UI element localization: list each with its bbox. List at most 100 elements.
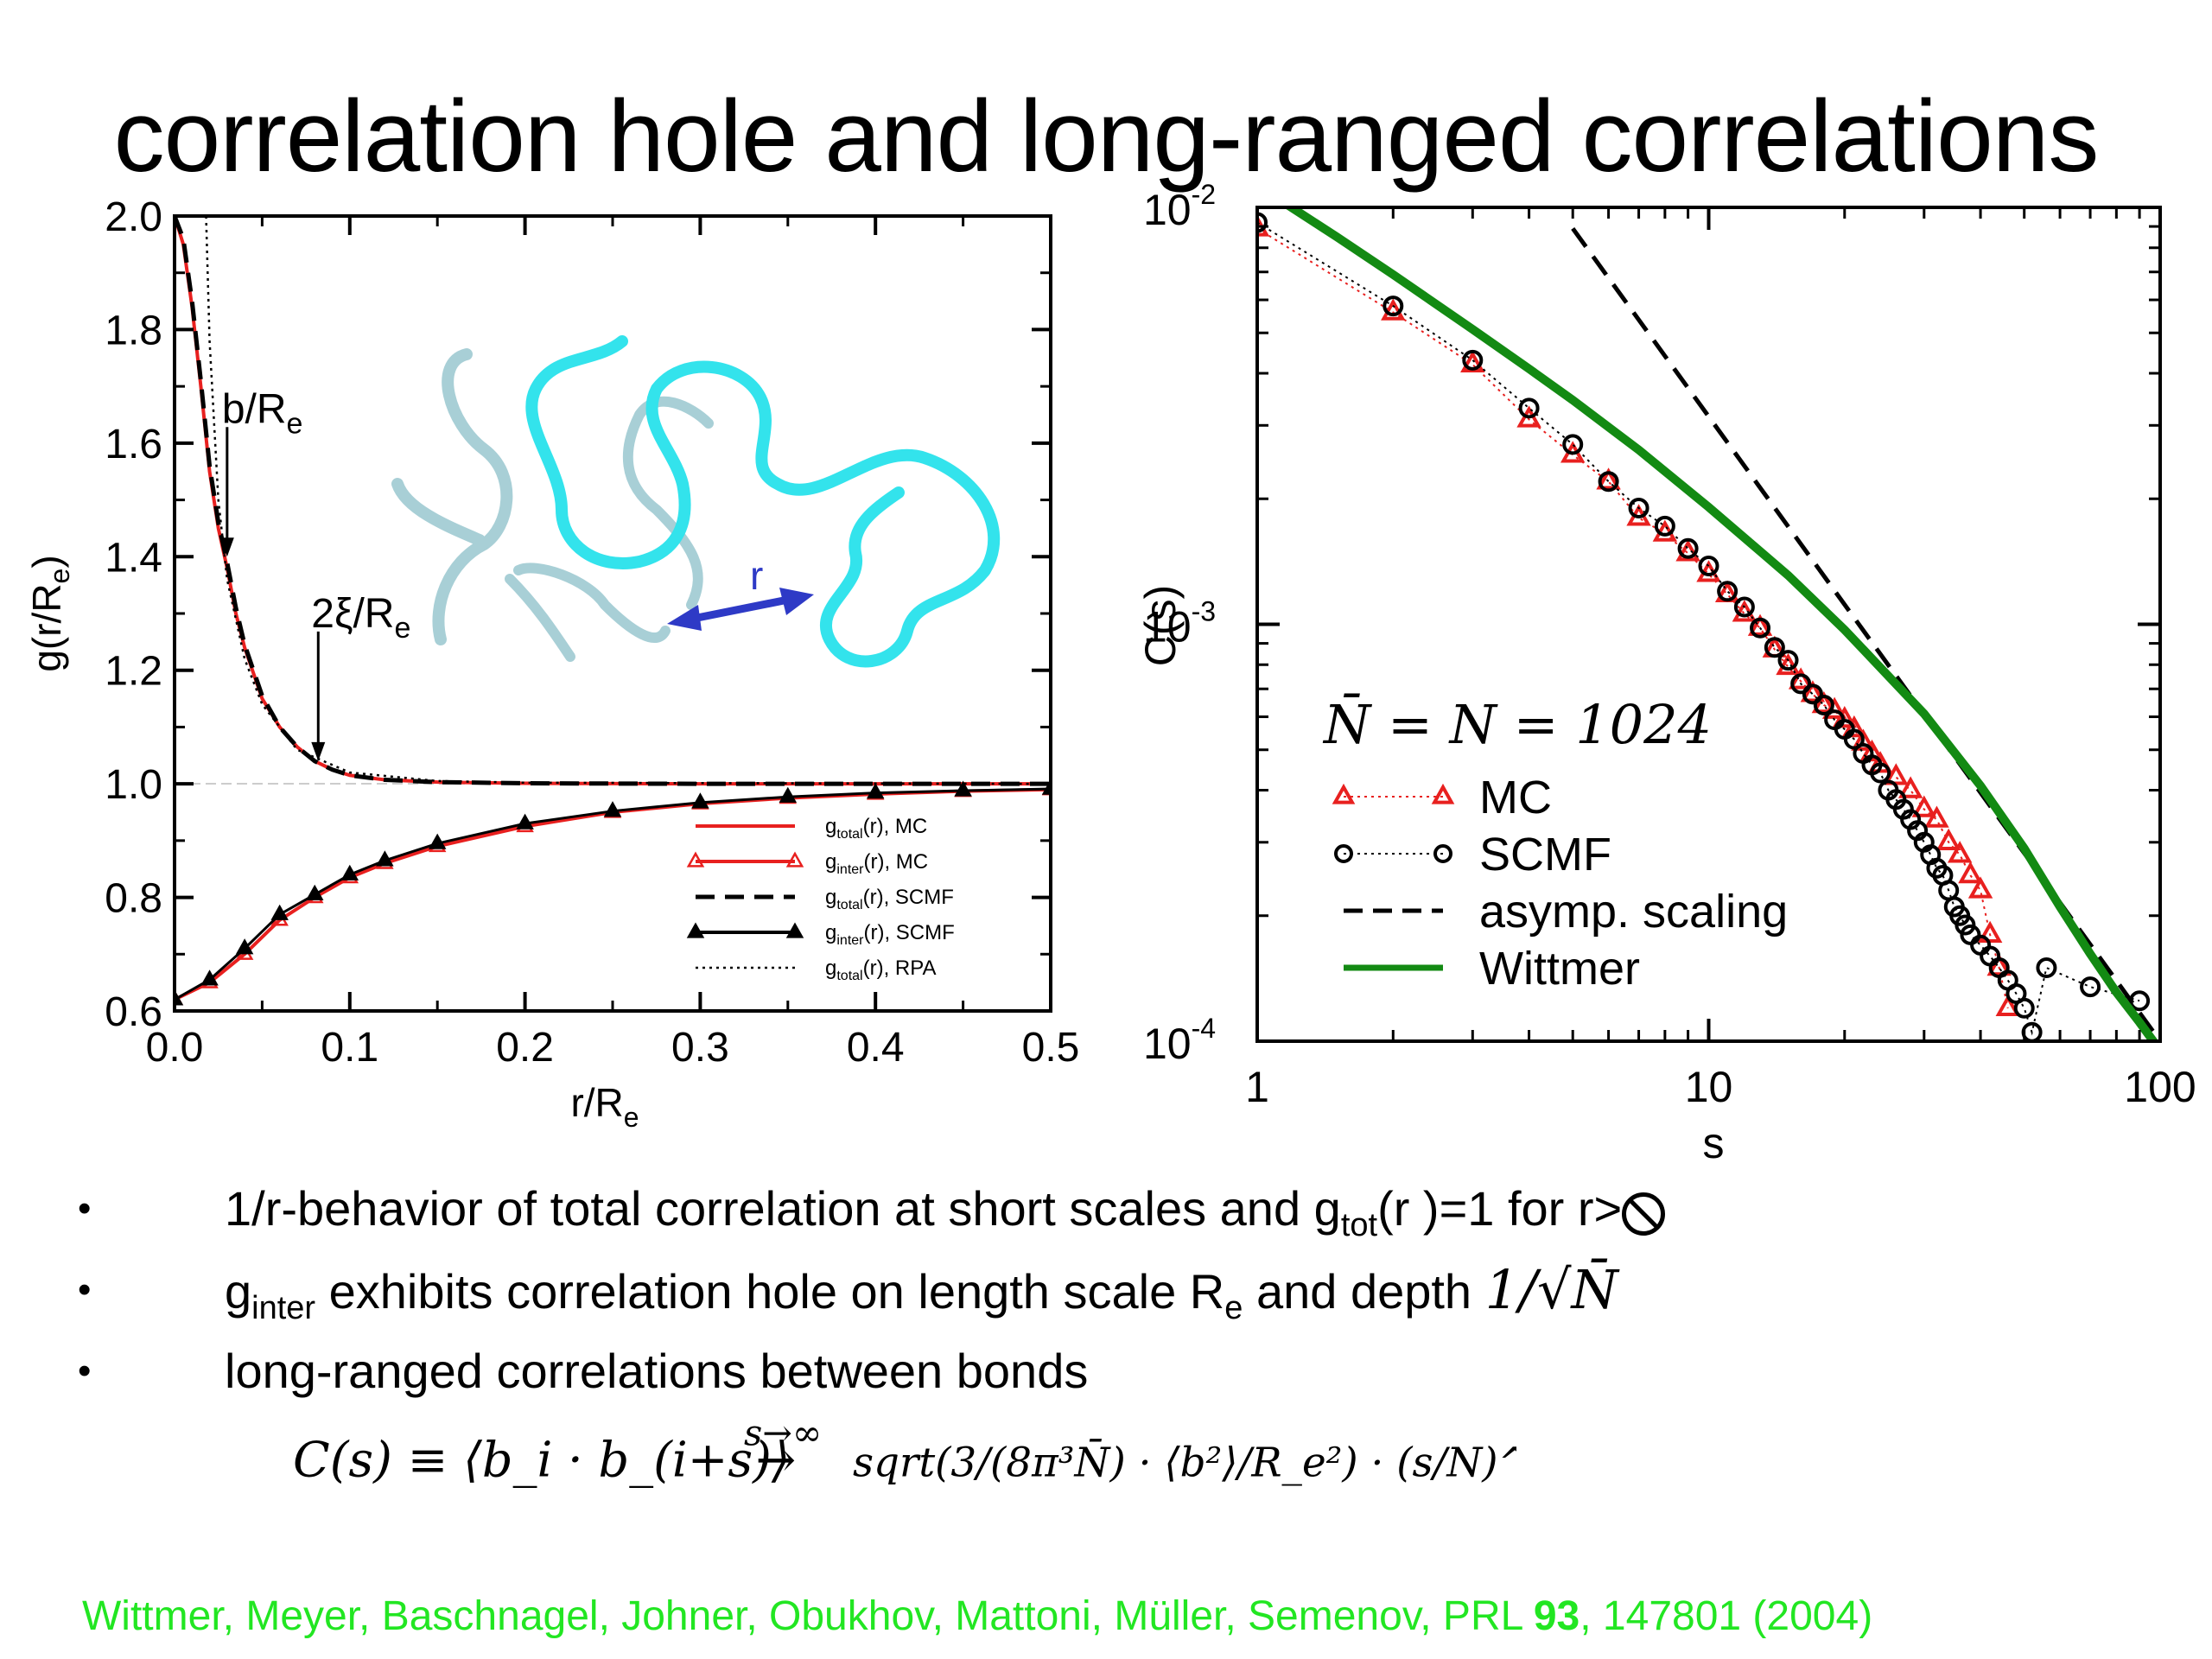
y-tick-label: 0.6: [105, 989, 162, 1035]
scmf-marker: [1790, 673, 1812, 695]
legend-marker-mc: [1431, 783, 1455, 804]
formula-arrow: →: [756, 1433, 797, 1489]
scmf-marker: [1870, 762, 1891, 784]
mc-marker: [1977, 920, 2003, 944]
y-tick-label: 10-3: [1143, 596, 1216, 652]
series-4-marker: [866, 783, 885, 799]
legend-marker-scmf: [1334, 844, 1353, 863]
y-tick-label: 1.4: [105, 535, 162, 581]
series-line-1: [1257, 227, 2009, 1009]
y-tick-label: 1.8: [105, 308, 162, 353]
legend-marker-2: [686, 851, 705, 868]
mc-marker: [1788, 667, 1814, 690]
bullet-text-2-sub2: e: [1224, 1290, 1243, 1326]
x-tick-label: 100: [2124, 1063, 2196, 1111]
legend-marker-4: [686, 922, 705, 938]
scmf-marker: [1562, 434, 1584, 455]
legend-label-2: ginter(r), MC: [825, 850, 928, 877]
bond-correlation-chart: 1 10 100 10-4 10-3 10-2 N̄ = N = 1024 MC SCMF as…: [1136, 179, 2196, 1166]
annotation-arrow-b-head: [219, 537, 234, 557]
x-tick-label: 0.1: [321, 1025, 378, 1071]
series-4-marker: [516, 813, 534, 830]
annotation-2xi-over-re: 2ξ/Re: [311, 591, 410, 645]
distance-arrow: [683, 594, 798, 625]
mc-marker: [1811, 690, 1837, 714]
x-tick-label: 1: [1245, 1063, 1269, 1111]
distance-arrow-head-right: [779, 588, 814, 615]
citation-volume: 93: [1533, 1593, 1580, 1639]
y-axis-label: C(s): [1136, 585, 1185, 666]
mc-marker: [1732, 600, 1758, 622]
mc-marker: [1832, 705, 1858, 728]
series-4-marker: [306, 884, 324, 900]
scmf-marker: [1717, 581, 1738, 602]
legend-marker-mc: [1332, 783, 1356, 804]
x-tick-label: 0.2: [496, 1025, 554, 1071]
legend-title: N̄ = N = 1024: [1322, 693, 1712, 756]
scmf-marker: [1698, 556, 1719, 577]
scmf-marker: [1802, 683, 1823, 705]
legend-label-3: asymp. scaling: [1479, 886, 1788, 938]
x-axis-label: s: [1703, 1119, 1725, 1166]
bullet-list: • 1/r-behavior of total correlation at s…: [78, 1168, 2152, 1412]
series-4-marker: [603, 801, 622, 817]
mc-marker: [1800, 680, 1826, 702]
mc-marker: [1911, 795, 1937, 817]
mc-marker: [1958, 861, 1983, 884]
y-axis-label: g(r/Re): [24, 555, 75, 671]
annotation-b-over-re: b/Re: [222, 386, 303, 440]
legend-marker-4: [785, 922, 804, 938]
series-4-marker: [691, 792, 709, 809]
scmf-marker: [1382, 296, 1404, 317]
mc-marker: [1596, 467, 1621, 490]
bullet-marker: •: [78, 1187, 92, 1230]
series-line-2: [1257, 221, 2140, 1036]
scmf-marker: [2013, 997, 2035, 1019]
series-line-5: [205, 216, 1051, 785]
y-tick-label: 2.0: [105, 199, 162, 240]
citation-pages-year: , 147801 (2004): [1580, 1593, 1873, 1639]
legend-label-1: MC: [1479, 772, 1552, 823]
mc-marker: [1776, 652, 1801, 676]
chain-cyan: [525, 335, 1001, 668]
bullet-text-1-end: (r )=1 for r>: [1377, 1181, 1623, 1236]
scmf-marker: [1677, 537, 1699, 559]
y-tick-label: 10-2: [1143, 179, 1216, 234]
distance-label-r: r: [750, 553, 763, 598]
bullet-marker: •: [78, 1350, 92, 1392]
formula-rhs: sqrt(3/(8π³N̄) · ⟨b²⟩/R_e²) · (s/N)^(−3/…: [853, 1438, 1516, 1487]
legend-label-3: gtotal(r), SCMF: [825, 886, 954, 912]
polymer-chains-illustration: [391, 335, 1001, 668]
scmf-marker: [2036, 957, 2057, 979]
series-4-marker: [175, 989, 184, 1006]
series-4-marker: [340, 864, 359, 880]
mc-marker: [1747, 613, 1773, 636]
y-tick-label: 10-4: [1143, 1013, 1216, 1068]
bullet-item: • long-ranged correlations between bonds: [78, 1331, 2152, 1412]
series-4-marker: [376, 850, 394, 867]
bullet-marker: •: [78, 1268, 92, 1311]
chain-grey-middle: [505, 396, 714, 662]
mc-marker: [1867, 751, 1893, 773]
legend-marker-2: [785, 851, 804, 868]
mc-marker: [1924, 805, 1949, 828]
scmf-marker: [1777, 650, 1799, 671]
slide-title: correlation hole and long-ranged correla…: [113, 79, 2100, 194]
pair-correlation-chart: 0.0 0.1 0.2 0.3 0.4 0.5 0.6 0.8 1.0 1.2 1.4 1.6 1.8 2…: [24, 199, 1079, 1133]
legend-marker-scmf: [1433, 844, 1452, 863]
bullet-item: • ginter exhibits correlation hole on le…: [78, 1249, 2152, 1331]
x-tick-label: 0.0: [146, 1025, 204, 1071]
mc-marker: [1859, 739, 1885, 762]
distance-arrow-head-left: [667, 605, 702, 631]
mc-marker: [1936, 828, 1961, 850]
series-line-4: [1283, 207, 2159, 1041]
series-4-marker: [235, 938, 254, 955]
scmf-marker: [1462, 349, 1484, 371]
series-4-marker: [954, 780, 972, 797]
scmf-marker: [1654, 515, 1675, 537]
series-4-marker: [270, 904, 289, 920]
y-tick-label: 1.2: [105, 649, 162, 695]
scmf-marker: [1980, 945, 2001, 967]
legend-label-5: gtotal(r), RPA: [825, 957, 937, 983]
mc-marker: [1986, 953, 2012, 976]
